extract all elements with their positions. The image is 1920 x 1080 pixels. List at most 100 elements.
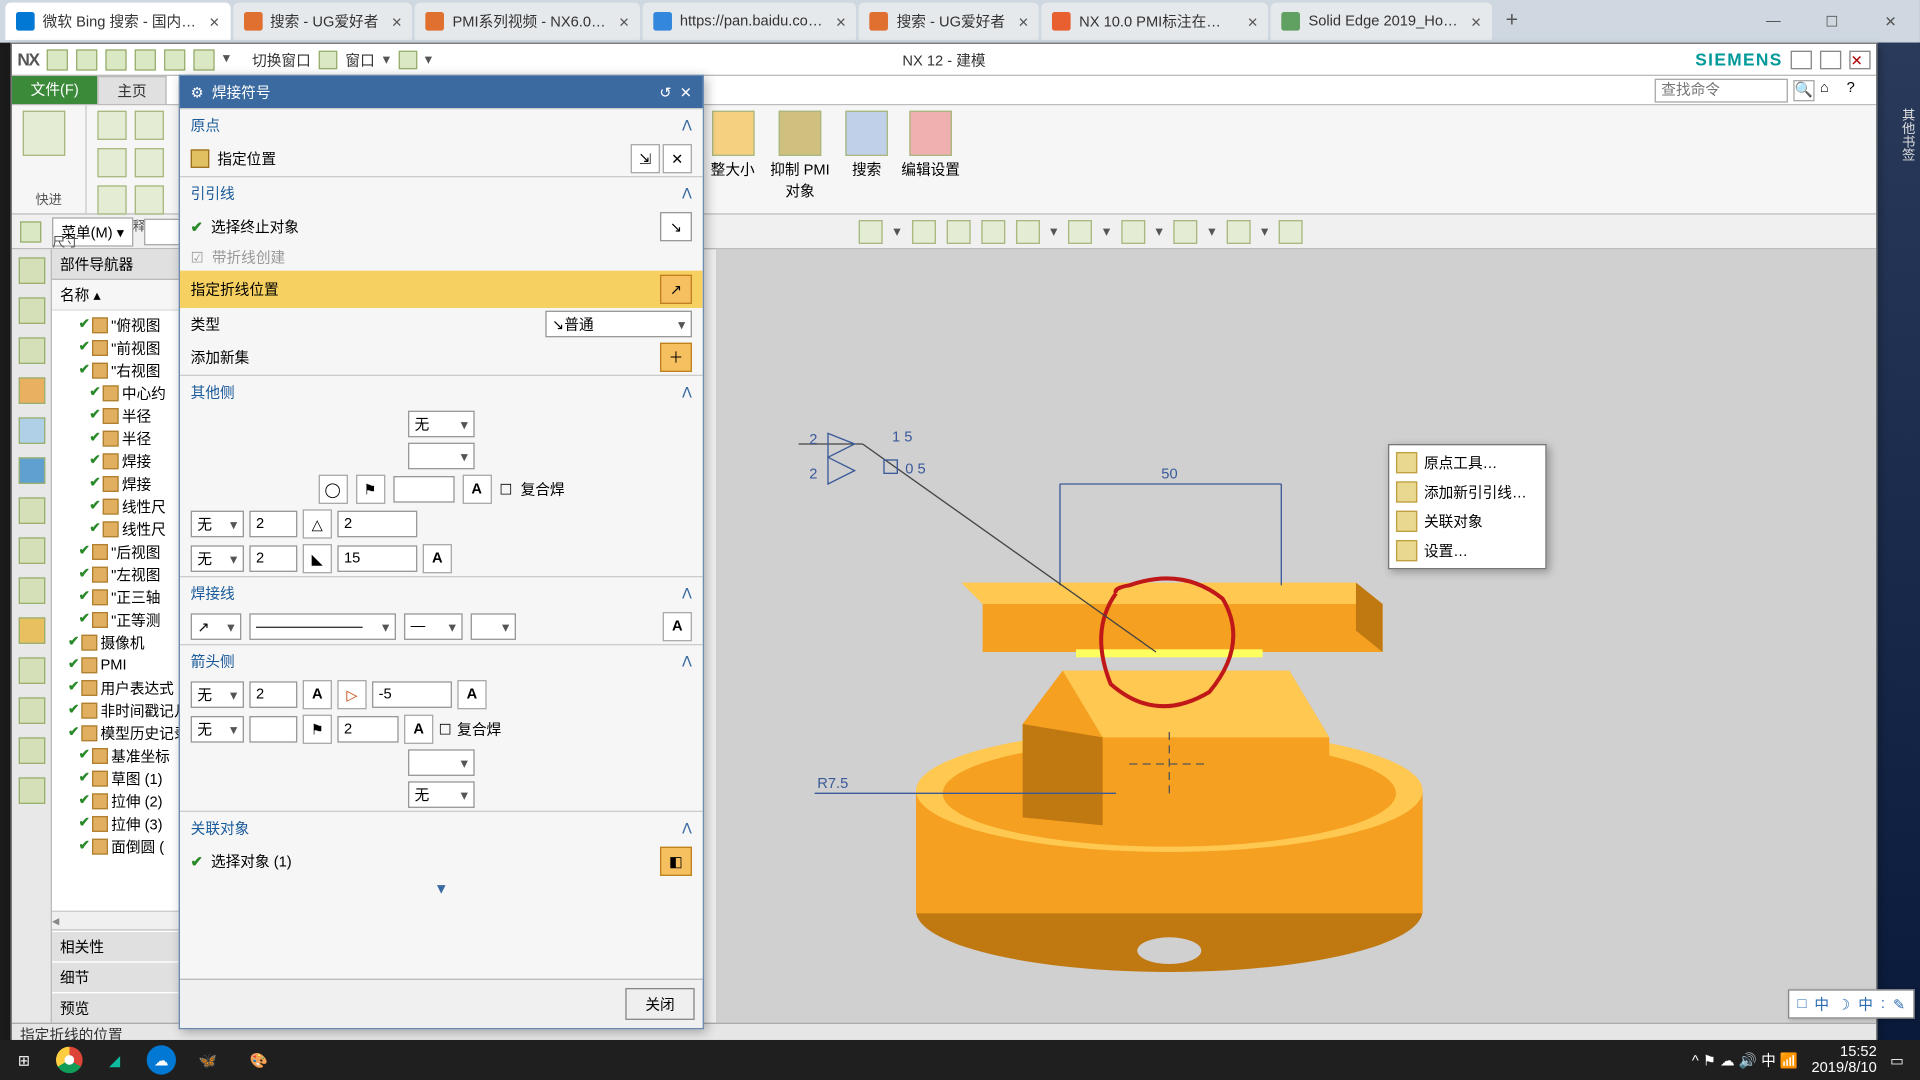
browser-tab[interactable]: https://pan.baidu.co…×	[642, 3, 856, 40]
nav-bottom-tabs[interactable]: 相关性 细节 预览	[52, 929, 189, 1022]
other-contour-dropdown[interactable]	[408, 443, 475, 470]
arrow-flag-icon[interactable]: ⚑	[303, 715, 332, 744]
leader-type-icon[interactable]: ↘	[660, 212, 692, 241]
quick-access-toolbar[interactable]: ▾	[47, 49, 244, 70]
reset-icon[interactable]: ↺	[659, 83, 671, 100]
arrow-a-icon[interactable]: A	[303, 680, 332, 709]
bookmark-sidebar[interactable]: 其他书签	[1896, 108, 1916, 161]
tab-close-icon[interactable]: ×	[614, 11, 629, 31]
tree-item[interactable]: ✔"前视图	[52, 336, 189, 359]
tree-item[interactable]: ✔草图 (1)	[52, 767, 189, 790]
arrow-sym-icon[interactable]: ▷	[337, 680, 366, 709]
langbar-item[interactable]: :	[1881, 996, 1885, 1012]
toolbar-icon[interactable]	[859, 219, 883, 243]
tab-home[interactable]: 主页	[97, 76, 166, 104]
dialog-titlebar[interactable]: ⚙焊接符号 ↺✕	[180, 76, 703, 108]
close-button[interactable]: 关闭	[625, 988, 694, 1020]
qat-label[interactable]: 切换窗口	[252, 49, 311, 70]
tab-close-icon[interactable]: ×	[1242, 11, 1257, 31]
tab-file[interactable]: 文件(F)	[12, 76, 97, 104]
arrow-dd2[interactable]: 无	[191, 716, 244, 743]
a3-icon[interactable]: A	[663, 612, 692, 641]
tree-item[interactable]: ✔半径	[52, 427, 189, 450]
system-tray[interactable]: ^ ⚑ ☁ 🔊 中 📶 15:522019/8/10 ▭	[1692, 1044, 1915, 1076]
section-arrowside[interactable]: 箭头侧ᐱ	[180, 644, 703, 677]
section-assoc[interactable]: 关联对象ᐱ	[180, 811, 703, 844]
help-icon[interactable]: ?	[1847, 79, 1868, 100]
windows-taskbar[interactable]: ⊞ ◢ ☁ 🦋 🎨 ^ ⚑ ☁ 🔊 中 📶 15:522019/8/10 ▭	[0, 1040, 1920, 1080]
origin-specify-row[interactable]: 指定位置 ⇲ ✕	[180, 141, 703, 176]
a5-icon[interactable]: A	[404, 715, 433, 744]
tree-item[interactable]: ✔非时间戳记几	[52, 699, 189, 722]
section-leader[interactable]: 引引线ᐱ	[180, 176, 703, 209]
langbar-item[interactable]: ✎	[1893, 995, 1905, 1012]
tree-item[interactable]: ✔半径	[52, 404, 189, 427]
langbar-item[interactable]: 中	[1814, 993, 1829, 1014]
ctx-settings[interactable]: 设置…	[1389, 536, 1545, 565]
left-resource-bar[interactable]	[12, 249, 52, 1022]
tab-close-icon[interactable]: ×	[386, 11, 401, 31]
ctx-assoc-object[interactable]: 关联对象	[1389, 507, 1545, 536]
tree-item[interactable]: ✔摄像机	[52, 631, 189, 654]
tree-item[interactable]: ✔线性尺	[52, 517, 189, 540]
taskbar-clock[interactable]: 15:522019/8/10	[1811, 1044, 1876, 1076]
inference-icon[interactable]: ⇲	[631, 144, 660, 173]
new-tab-button[interactable]: +	[1494, 9, 1529, 33]
browser-close[interactable]: ✕	[1861, 0, 1920, 43]
edit-settings-icon[interactable]	[909, 111, 952, 156]
langbar-item[interactable]: □	[1798, 996, 1807, 1012]
tab-close-icon[interactable]: ×	[831, 11, 846, 31]
other-dd1[interactable]: 无	[191, 511, 244, 538]
tree-item[interactable]: ✔模型历史记录	[52, 721, 189, 744]
tree-item[interactable]: ✔面倒圆 (	[52, 835, 189, 858]
close-icon[interactable]: ✕	[680, 83, 692, 100]
arrow-dd3[interactable]	[408, 749, 475, 776]
wl-dd2[interactable]	[249, 613, 396, 640]
tree-item[interactable]: ✔PMI	[52, 653, 189, 676]
ctx-origin-tool[interactable]: 原点工具…	[1389, 448, 1545, 477]
section-otherside[interactable]: 其他侧ᐱ	[180, 375, 703, 408]
other-val4[interactable]	[337, 545, 417, 572]
assoc-icon[interactable]: ◧	[660, 847, 692, 876]
assoc-select-row[interactable]: ✔选择对象 (1) ◧	[180, 844, 703, 879]
arrow-none2[interactable]: 无	[408, 781, 475, 808]
tree-item[interactable]: ✔用户表达式	[52, 676, 189, 699]
column-header[interactable]: 名称 ▴	[52, 280, 189, 311]
context-menu[interactable]: 原点工具… 添加新引引线… 关联对象 设置…	[1388, 444, 1547, 569]
browser-tab[interactable]: 微软 Bing 搜索 - 国内…×	[5, 3, 230, 40]
browser-tab[interactable]: Solid Edge 2019_Ho…×	[1271, 3, 1492, 40]
filter-icon[interactable]	[20, 221, 41, 242]
chrome-icon[interactable]	[56, 1047, 83, 1074]
type-dropdown[interactable]: ↘ 普通	[545, 311, 692, 338]
other-none-dropdown[interactable]: 无	[408, 411, 475, 438]
a-icon[interactable]: A	[462, 475, 491, 504]
tree-item[interactable]: ✔拉伸 (2)	[52, 789, 189, 812]
tab-close-icon[interactable]: ×	[1466, 11, 1481, 31]
leader-select-row[interactable]: ✔ 选择终止对象 ↘	[180, 209, 703, 244]
addset-button[interactable]: ＋	[660, 343, 692, 372]
close-button[interactable]: ✕	[1849, 50, 1870, 69]
ribbon-icon[interactable]	[23, 111, 66, 156]
home-icon[interactable]: ⌂	[1820, 79, 1841, 100]
tree-item[interactable]: ✔"左视图	[52, 563, 189, 586]
command-search-input[interactable]	[1655, 78, 1788, 102]
weld-allaround-icon[interactable]: ◯	[318, 475, 347, 504]
maximize-button[interactable]	[1820, 50, 1841, 69]
qat-label[interactable]: 窗口	[345, 49, 374, 70]
other-input[interactable]	[393, 476, 454, 503]
langbar-item[interactable]: ☽	[1837, 995, 1850, 1012]
minimize-button[interactable]	[1791, 50, 1812, 69]
tab-close-icon[interactable]: ×	[1013, 11, 1028, 31]
browser-tab[interactable]: NX 10.0 PMI标注在制…×	[1042, 3, 1269, 40]
tree-item[interactable]: ✔线性尺	[52, 495, 189, 518]
browser-maximize[interactable]: ☐	[1803, 0, 1862, 43]
tree-item[interactable]: ✔"俯视图	[52, 313, 189, 336]
language-bar[interactable]: □中☽中:✎	[1788, 989, 1914, 1018]
graphics-viewport[interactable]: 50 R7.5 2 2 1 5 0 5 原点工具… 添加新引引线… 关联对象	[716, 249, 1876, 1022]
ribbon-icon[interactable]	[97, 111, 126, 140]
tree-item[interactable]: ✔焊接	[52, 472, 189, 495]
a2-icon[interactable]: A	[423, 544, 452, 573]
browser-tab[interactable]: PMI系列视频 - NX6.0…×	[415, 3, 640, 40]
search-icon[interactable]	[845, 111, 888, 156]
tree-item[interactable]: ✔焊接	[52, 449, 189, 472]
